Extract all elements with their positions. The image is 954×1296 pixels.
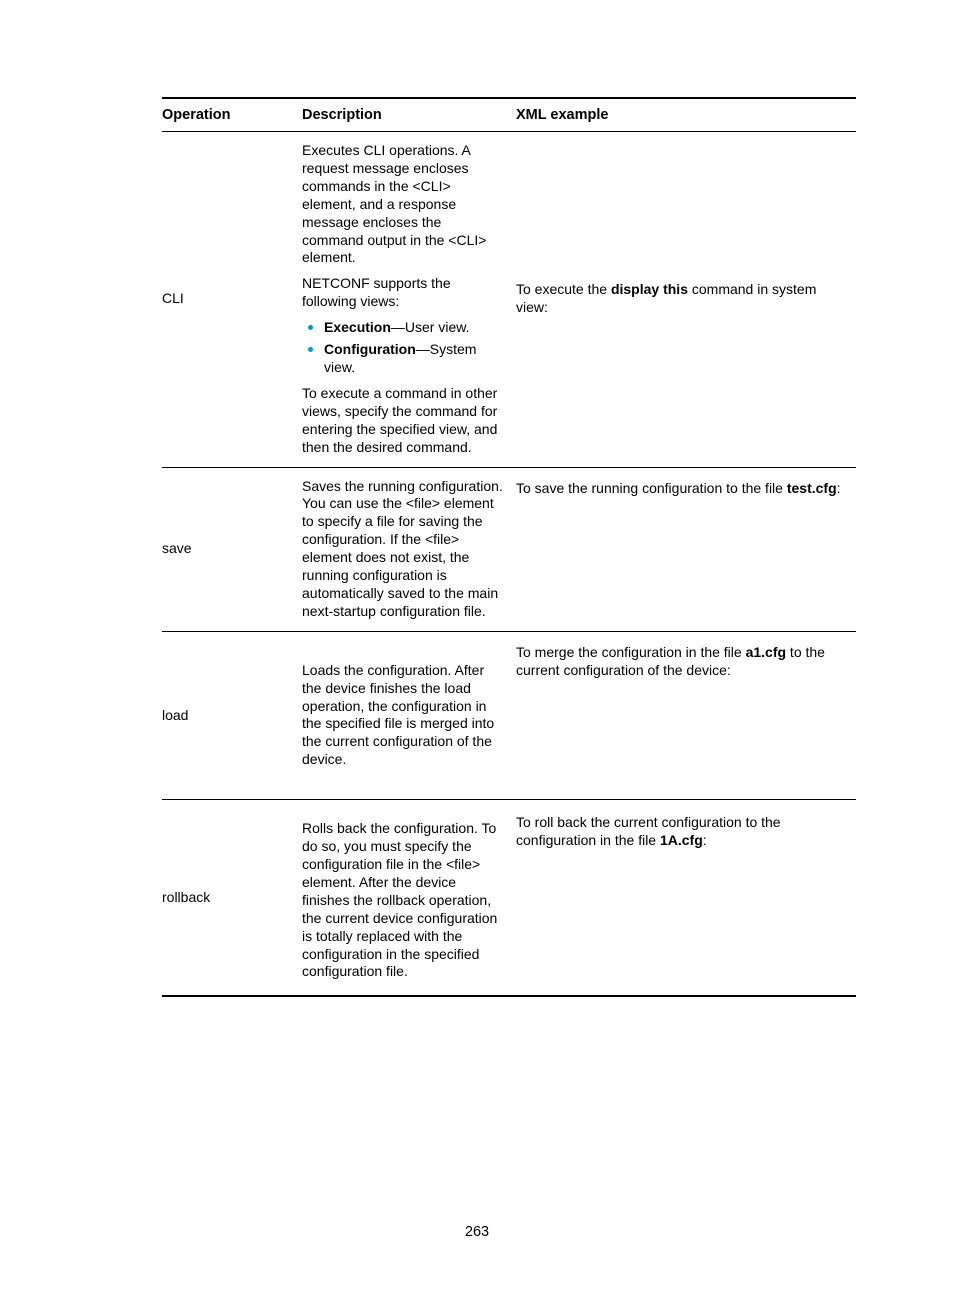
- example-pre: To merge the configuration in the file: [516, 644, 746, 660]
- cell-description: Saves the running configuration. You can…: [302, 467, 516, 631]
- desc-paragraph: Executes CLI operations. A request messa…: [302, 142, 504, 267]
- bullet-icon: [308, 347, 313, 352]
- example-bold: display this: [611, 281, 688, 297]
- example-bold: a1.cfg: [746, 644, 786, 660]
- table-header-row: Operation Description XML example: [162, 98, 856, 132]
- example-bold: test.cfg: [787, 480, 837, 496]
- header-example: XML example: [516, 98, 856, 132]
- example-text: To execute the display this command in s…: [516, 281, 844, 317]
- cell-operation: load: [162, 631, 302, 799]
- header-operation: Operation: [162, 98, 302, 132]
- desc-paragraph: Loads the configuration. After the devic…: [302, 662, 504, 769]
- table-row: load Loads the configuration. After the …: [162, 631, 856, 799]
- page-number: 263: [0, 1224, 954, 1240]
- cell-operation: save: [162, 467, 302, 631]
- bullet-item: Configuration—System view.: [302, 341, 504, 377]
- cell-example: To merge the configuration in the file a…: [516, 631, 856, 799]
- bullet-rest: —User view.: [391, 319, 470, 335]
- cell-example: To roll back the current configuration t…: [516, 800, 856, 997]
- table-row: rollback Rolls back the configuration. T…: [162, 800, 856, 997]
- bullet-icon: [308, 325, 313, 330]
- cell-description: Loads the configuration. After the devic…: [302, 631, 516, 799]
- cell-example: To save the running configuration to the…: [516, 467, 856, 631]
- cell-description: Rolls back the configuration. To do so, …: [302, 800, 516, 997]
- bullet-bold: Execution: [324, 319, 391, 335]
- cell-operation: CLI: [162, 132, 302, 468]
- header-description: Description: [302, 98, 516, 132]
- desc-paragraph: To execute a command in other views, spe…: [302, 385, 504, 457]
- example-text: To merge the configuration in the file a…: [516, 644, 844, 680]
- operations-table: Operation Description XML example CLI Ex…: [162, 97, 856, 997]
- example-post: :: [703, 832, 707, 848]
- example-pre: To execute the: [516, 281, 611, 297]
- example-text: To roll back the current configuration t…: [516, 814, 844, 850]
- cell-example: To execute the display this command in s…: [516, 132, 856, 468]
- bullet-item: Execution—User view.: [302, 319, 504, 337]
- table-row: CLI Executes CLI operations. A request m…: [162, 132, 856, 468]
- example-text: To save the running configuration to the…: [516, 480, 844, 498]
- page-container: Operation Description XML example CLI Ex…: [0, 0, 954, 1296]
- desc-bullet-list: Execution—User view. Configuration—Syste…: [302, 319, 504, 377]
- bullet-bold: Configuration: [324, 341, 416, 357]
- desc-paragraph: Rolls back the configuration. To do so, …: [302, 820, 504, 981]
- desc-paragraph: Saves the running configuration. You can…: [302, 478, 504, 621]
- cell-operation: rollback: [162, 800, 302, 997]
- desc-paragraph: NETCONF supports the following views:: [302, 275, 504, 311]
- cell-description: Executes CLI operations. A request messa…: [302, 132, 516, 468]
- example-pre: To roll back the current configuration t…: [516, 814, 781, 848]
- example-pre: To save the running configuration to the…: [516, 480, 787, 496]
- table-row: save Saves the running configuration. Yo…: [162, 467, 856, 631]
- example-post: :: [837, 480, 841, 496]
- example-bold: 1A.cfg: [660, 832, 703, 848]
